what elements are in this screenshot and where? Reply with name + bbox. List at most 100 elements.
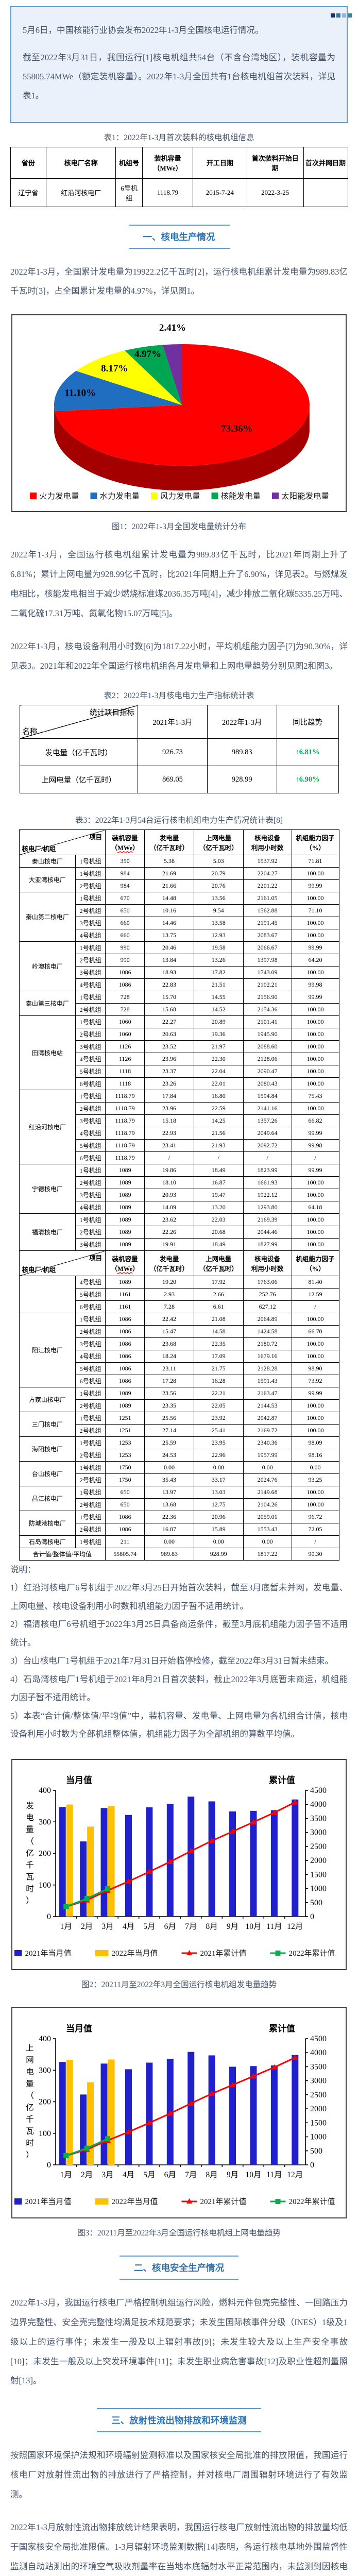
plant-name-cell: [19, 1276, 76, 1313]
legend-label: 2022年当月值: [112, 1949, 158, 1958]
table-cell: 100.00: [291, 1102, 339, 1115]
table-cell: 23.41: [144, 1139, 194, 1152]
table-cell: 71.81: [291, 855, 339, 868]
table-cell: 66.70: [291, 1325, 339, 1338]
plant-name-cell: 田湾核电站: [19, 1015, 76, 1090]
table-cell: 81.40: [291, 1276, 339, 1289]
report-page: 5月6日，中国核能行业协会发布2022年1-3月全国核电运行情况。 截至2022…: [0, 6, 358, 2576]
right-tick-label: 2000: [310, 1856, 327, 1865]
corner-squares-decoration: [331, 13, 352, 18]
table-row: 3号机组 1089 20.93 19.47 1922.12 100.00: [19, 1189, 339, 1201]
x-tick-label: 11月: [266, 2171, 282, 2179]
right-tick-label: 1500: [310, 2119, 327, 2127]
table-cell: 20.63: [144, 1028, 194, 1041]
y-axis-label-char: ）: [26, 2150, 34, 2159]
pie-percent-label: 11.10%: [64, 388, 96, 399]
left-tick-label: 0: [47, 2161, 51, 2170]
table-cell: 6号机组: [75, 1375, 106, 1387]
table-cell: 100.00: [291, 1399, 339, 1412]
table-row: 秦山第三核电厂 1号机组 728 15.70 14.55 2156.90 99.99: [19, 991, 339, 1016]
table-cell: 14.58: [193, 1325, 244, 1338]
table-cell: 1086: [105, 1350, 145, 1363]
table-cell: 99.98: [291, 978, 339, 991]
table-cell: 1945.90: [243, 1028, 292, 1041]
y-axis-label-char: （: [26, 1837, 34, 1846]
triangle-marker: [292, 2054, 298, 2060]
table-cell: 1号机组: [75, 1387, 106, 1400]
table-cell: 5号机组: [75, 1139, 106, 1152]
table-cell: 13.20: [193, 1201, 244, 1214]
y-axis-label-char: 瓦: [26, 2127, 34, 2136]
table-row: 昌江核电厂 1号机组 650 13.97 13.03 2149.68 100.00: [19, 1486, 339, 1511]
table-cell: 23.11: [144, 1362, 194, 1375]
table-cell: 98.16: [291, 1449, 339, 1462]
table-row: 田湾核电站 1号机组 1060 22.27 20.89 2101.41 100.00: [19, 1015, 339, 1090]
column-header: 装机容量（MWe）: [105, 1250, 145, 1276]
table-cell: 100.00: [291, 929, 339, 942]
plant-name-cell: 防城港核电厂: [19, 1511, 76, 1536]
table-cell: 25.56: [144, 1412, 194, 1425]
corner-bottom-label: 名称: [22, 728, 38, 736]
table-cell: 9.54: [193, 904, 244, 917]
table-cell: 2.93: [144, 1288, 194, 1301]
plant-name-cell: 秦山核电厂: [19, 855, 76, 868]
paragraph-env2: 2022年1-3月放射性流出物排放统计结果表明，我国运行核电厂放射性流出物的排放…: [10, 2522, 348, 2572]
table-row: 2号机组 650 10.16 9.54 1562.88 71.10: [19, 904, 339, 917]
pie-percent-label: 8.17%: [101, 363, 128, 374]
table-cell: 1号机组: [75, 941, 106, 954]
table-cell: 2015-7-24: [192, 178, 247, 207]
table-cell: 100.00: [291, 1053, 339, 1065]
table-cell: 15.68: [144, 1003, 194, 1016]
plant-name-cell: 台山核电厂: [19, 1461, 76, 1486]
pie-percent-label: 4.97%: [134, 349, 161, 360]
legend-label: 太阳能发电量: [281, 492, 329, 501]
column-header: 机组能力因子 （%）: [291, 829, 339, 855]
bar-2021: [146, 1807, 153, 1917]
table-row: 3号机组 660 14.46 13.58 2191.45 100.00: [19, 917, 339, 929]
table-cell: 100.00: [291, 1176, 339, 1189]
table-cell: 2.66: [193, 1288, 244, 1301]
table-cell: 100.00: [291, 1077, 339, 1090]
table-cell: 4号机组: [75, 1276, 106, 1289]
table-cell: 发电量（亿千瓦时）: [19, 738, 139, 766]
table-cell: 1号机组: [75, 1436, 106, 1449]
table-cell: 990: [105, 941, 145, 954]
table-cell: 1060: [105, 1015, 145, 1028]
table-row: 6号机组 1118.79// / /: [19, 1151, 339, 1164]
table-cell: 18.93: [144, 966, 194, 979]
table-cell: 5.03: [193, 855, 244, 868]
table-cell: 100.00: [291, 1213, 339, 1226]
y-axis-label-char: 量: [26, 2079, 34, 2088]
table-cell: 17.09: [193, 1350, 244, 1363]
total-value-cell: 989.83: [144, 1548, 194, 1561]
table-cell: 22.30: [193, 1053, 244, 1065]
x-tick-label: 7月: [185, 1922, 197, 1931]
table-row: 3号机组 1089 19.91 18.49 1827.99 100.00: [19, 1238, 339, 1251]
x-tick-label: 3月: [101, 1922, 113, 1931]
intro-box: 5月6日，中国核能行业协会发布2022年1-3月全国核电运行情况。 截至2022…: [10, 6, 348, 123]
table-cell: 21.66: [144, 879, 194, 892]
legend-label: 2021年累计值: [200, 1949, 247, 1958]
table-cell: 2号机组: [75, 1523, 106, 1536]
table-cell: 100.00: [291, 1189, 339, 1201]
left-axis-title: 当月值: [66, 2023, 92, 2033]
legend-label: 2022年累计值: [289, 1949, 335, 1958]
table-row: 台山核电厂 1号机组 1750 0.00 0.00 0.00 0.00: [19, 1461, 339, 1486]
table-cell: 350: [105, 855, 145, 868]
legend-label: 2022年当月值: [112, 2197, 158, 2206]
table-row: 5号机组 1118 23.37 22.04 2090.47 100.00: [19, 1065, 339, 1078]
table-cell: 17.28: [144, 1375, 194, 1387]
right-tick-label: 2000: [310, 2105, 327, 2113]
x-tick-label: 8月: [206, 1922, 217, 1931]
table-cell: 25.59: [144, 1436, 194, 1449]
table-cell: 64.20: [291, 954, 339, 967]
cumulative-line-2021: [65, 2057, 296, 2157]
figure2-box: 0 100 200 300 400 0 500 1000 1500 2000 2500 3000 350…: [11, 1758, 347, 1970]
table-cell: 1号机组: [75, 855, 106, 868]
table-cell: 24.53: [144, 1449, 194, 1462]
bar-2022: [66, 1804, 73, 1917]
table-cell: 16.87: [144, 1523, 194, 1536]
diagonal-corner-cell: 项目 核电厂/机组: [19, 829, 106, 855]
legend-triangle: [186, 1950, 192, 1955]
table-cell: 1161: [105, 1300, 145, 1313]
